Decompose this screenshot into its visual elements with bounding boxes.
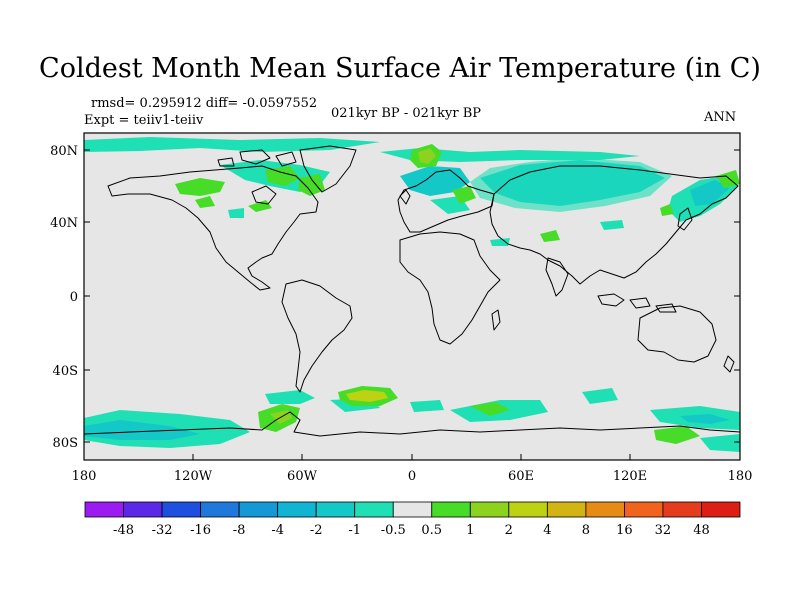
colorbar-swatch bbox=[123, 501, 163, 518]
coastline-south-america bbox=[281, 279, 353, 393]
anomaly-region bbox=[400, 166, 470, 196]
colorbar-swatch bbox=[392, 501, 433, 518]
coastline-arctic-islands bbox=[217, 149, 297, 167]
anomaly-region bbox=[265, 166, 300, 186]
anomaly-region bbox=[660, 204, 674, 216]
coastline-japan bbox=[677, 207, 693, 231]
lon-label: 60E bbox=[508, 469, 534, 484]
coastline-africa bbox=[399, 231, 501, 345]
lon-label: 180 bbox=[72, 469, 97, 484]
colorbar-swatch bbox=[624, 501, 664, 518]
colorbar-labels: -48 -32 -16 -8 -4 -2 -1 -0.5 0.5 1 2 4 8 16 32 48 bbox=[113, 523, 710, 538]
colorbar-label: -0.5 bbox=[381, 523, 406, 538]
coastline-australia bbox=[637, 305, 717, 363]
anomaly-fields bbox=[84, 137, 740, 452]
coastline-hudson bbox=[251, 185, 277, 205]
colorbar-swatch bbox=[84, 501, 124, 518]
colorbar-label: -32 bbox=[152, 523, 173, 538]
lat-label: 0 bbox=[70, 290, 78, 305]
anomaly-region bbox=[265, 390, 315, 404]
colorbar-label: -8 bbox=[233, 523, 246, 538]
anomaly-region bbox=[654, 426, 700, 444]
anomaly-region bbox=[540, 230, 560, 242]
lat-label: 80N bbox=[50, 144, 78, 159]
colorbar-swatch bbox=[508, 501, 548, 518]
period-label: 021kyr BP - 021kyr BP bbox=[331, 106, 482, 121]
anomaly-region bbox=[490, 238, 510, 246]
anomaly-region bbox=[470, 402, 510, 416]
colorbar-label: -2 bbox=[310, 523, 323, 538]
lon-label: 60W bbox=[287, 469, 318, 484]
experiment-label: Expt = teiiv1-teiiv bbox=[84, 113, 204, 128]
anomaly-region bbox=[600, 220, 624, 230]
lat-axis bbox=[84, 149, 740, 443]
lat-label: 80S bbox=[53, 436, 78, 451]
coastline-antarctica bbox=[84, 411, 740, 437]
season-label: ANN bbox=[704, 110, 737, 125]
lon-label: 120W bbox=[174, 469, 213, 484]
colorbar-label: 1 bbox=[466, 523, 474, 538]
anomaly-region bbox=[346, 390, 388, 402]
lon-label: 180 bbox=[728, 469, 753, 484]
colorbar-swatch bbox=[469, 501, 510, 518]
colorbar-swatch bbox=[546, 501, 587, 518]
anomaly-region bbox=[175, 178, 225, 196]
colorbar-label: -1 bbox=[348, 523, 361, 538]
anomaly-region bbox=[470, 158, 672, 212]
anomaly-region bbox=[418, 148, 436, 164]
anomaly-region bbox=[716, 170, 740, 188]
figure-title: Coldest Month Mean Surface Air Temperatu… bbox=[39, 53, 761, 84]
anomaly-region bbox=[452, 186, 476, 204]
colorbar-swatch bbox=[662, 501, 702, 518]
lat-label: 40S bbox=[53, 364, 78, 379]
stats-label: rmsd= 0.295912 diff= -0.0597552 bbox=[91, 96, 318, 111]
lon-label: 0 bbox=[408, 469, 416, 484]
colorbar-swatch bbox=[161, 501, 201, 518]
anomaly-region bbox=[228, 208, 244, 218]
coastline-greenland bbox=[299, 145, 357, 193]
coastline-indonesia bbox=[597, 293, 677, 313]
colorbar-swatch bbox=[315, 501, 356, 518]
anomaly-region bbox=[84, 137, 380, 152]
anomaly-region bbox=[298, 174, 325, 196]
anomaly-region bbox=[700, 434, 740, 452]
coastlines bbox=[84, 145, 740, 437]
colorbar-swatch bbox=[277, 501, 317, 518]
coastline-north-america bbox=[107, 165, 319, 291]
colorbar-label: 2 bbox=[505, 523, 513, 538]
colorbar-label: 0.5 bbox=[421, 523, 442, 538]
lon-axis bbox=[83, 454, 741, 460]
colorbar-label: 48 bbox=[693, 523, 710, 538]
colorbar-label: -48 bbox=[113, 523, 134, 538]
colorbar-label: 32 bbox=[655, 523, 672, 538]
coastline-india bbox=[545, 257, 569, 297]
colorbar-label: 16 bbox=[616, 523, 633, 538]
colorbar-swatch bbox=[354, 501, 394, 518]
colorbar-label: -4 bbox=[271, 523, 284, 538]
anomaly-region bbox=[680, 414, 730, 424]
anomaly-region bbox=[410, 400, 444, 412]
coastline-new-zealand bbox=[723, 355, 735, 373]
coastline-britain bbox=[399, 189, 411, 205]
anomaly-region bbox=[690, 180, 730, 206]
anomaly-region bbox=[84, 420, 200, 440]
anomaly-region bbox=[582, 388, 618, 404]
colorbar-swatch bbox=[200, 501, 240, 518]
lon-label: 120E bbox=[613, 469, 647, 484]
colorbar-swatch bbox=[701, 501, 741, 518]
colorbar-swatch bbox=[431, 501, 471, 518]
colorbar-label: 4 bbox=[543, 523, 551, 538]
colorbar bbox=[84, 501, 741, 518]
lat-label: 40N bbox=[50, 216, 78, 231]
coastline-madagascar bbox=[491, 309, 501, 331]
anomaly-region bbox=[195, 196, 215, 208]
colorbar-swatch bbox=[585, 501, 625, 518]
anomaly-region bbox=[248, 200, 272, 212]
colorbar-label: 8 bbox=[582, 523, 590, 538]
colorbar-swatch bbox=[238, 501, 279, 518]
coastline-asia bbox=[489, 165, 739, 285]
colorbar-label: -16 bbox=[190, 523, 211, 538]
